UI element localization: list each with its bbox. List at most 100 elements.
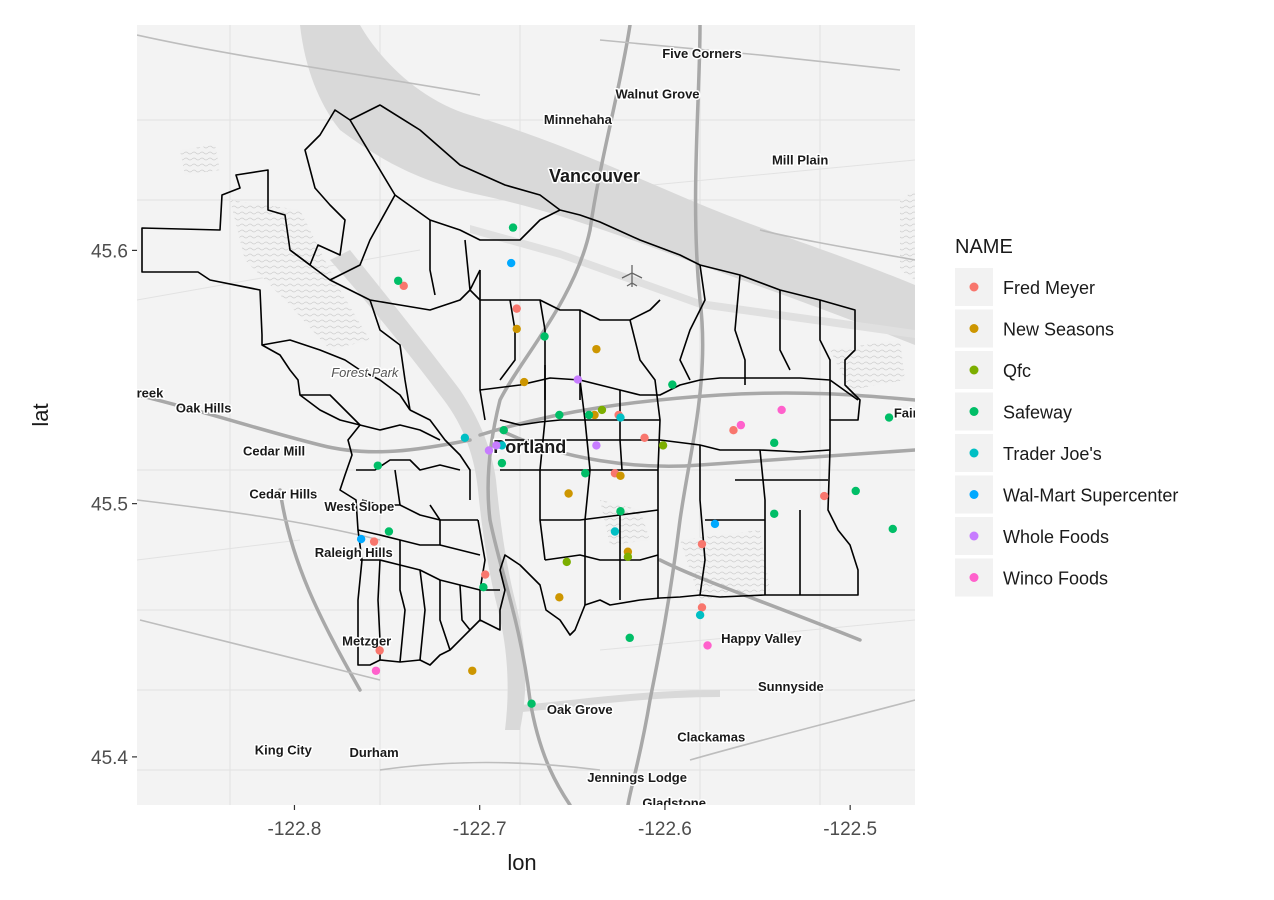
store-point xyxy=(616,471,625,480)
place-label: Metzger xyxy=(342,633,391,648)
store-point xyxy=(610,527,620,536)
store-point xyxy=(625,633,634,643)
y-tick-label: 45.4 xyxy=(91,748,128,769)
store-point xyxy=(770,509,779,518)
place-label: Minnehaha xyxy=(544,112,613,127)
store-point xyxy=(658,441,668,450)
legend-entry: New Seasons xyxy=(955,309,1114,348)
place-label: Oak Grove xyxy=(547,702,613,717)
legend-key-dot xyxy=(969,448,979,458)
store-point xyxy=(777,405,786,415)
x-tick-label: -122.5 xyxy=(823,819,877,840)
place-label: Forest Park xyxy=(331,365,400,380)
store-point xyxy=(460,433,470,442)
store-point xyxy=(562,557,571,567)
store-point xyxy=(616,507,625,516)
legend-label: New Seasons xyxy=(1003,320,1114,340)
store-point xyxy=(710,519,720,529)
store-point xyxy=(573,375,583,384)
airplane-icon xyxy=(621,265,643,287)
basemap xyxy=(137,25,915,805)
store-point xyxy=(584,410,594,420)
store-point xyxy=(592,441,601,450)
legend-entry: Safeway xyxy=(955,392,1072,431)
x-axis: -122.8 -122.7 -122.6 -122.5 xyxy=(268,805,877,840)
x-axis-title: lon xyxy=(507,850,536,875)
place-label: King City xyxy=(255,742,313,757)
neighborhood-boundaries xyxy=(141,104,861,666)
store-point xyxy=(555,593,564,602)
store-point xyxy=(497,458,507,468)
legend-entry: Qfc xyxy=(955,351,1031,389)
place-label: Mill Plain xyxy=(772,152,828,167)
store-point xyxy=(640,433,649,442)
store-point xyxy=(736,420,746,430)
store-point xyxy=(527,699,536,708)
store-point xyxy=(592,344,601,354)
legend-key-dot xyxy=(969,407,979,416)
store-point xyxy=(371,666,381,675)
store-point xyxy=(512,324,521,334)
place-label: Happy Valley xyxy=(721,631,802,646)
place-label: Cedar Mill xyxy=(243,444,305,459)
y-tick-label: 45.6 xyxy=(91,241,128,262)
place-label: Jennings Lodge xyxy=(587,770,687,785)
legend-key-dot xyxy=(969,531,979,541)
legend-label: Safeway xyxy=(1003,403,1072,423)
store-point xyxy=(597,405,607,415)
store-point xyxy=(884,413,894,422)
legend-label: Fred Meyer xyxy=(1003,278,1095,298)
store-point xyxy=(484,446,494,455)
store-point xyxy=(581,469,590,478)
store-point xyxy=(888,524,897,534)
store-point xyxy=(384,527,394,536)
legend-label: Winco Foods xyxy=(1003,569,1108,589)
y-tick-label: 45.5 xyxy=(91,495,128,516)
secondary-roads xyxy=(137,34,915,771)
legend-items: Fred Meyer New Seasons Qfc Safeway Trader Jo… xyxy=(955,268,1178,597)
place-label: West Slope xyxy=(324,499,394,514)
store-point xyxy=(519,377,529,387)
legend-entry: Wal-Mart Supercenter xyxy=(955,475,1178,514)
place-label: Gladstone xyxy=(642,796,706,811)
legend: NAME Fred Meyer New Seasons Qfc Safeway Trad… xyxy=(955,236,1178,597)
legend-label: Trader Joe's xyxy=(1003,444,1102,464)
store-point xyxy=(356,534,366,544)
store-point xyxy=(399,281,408,291)
y-axis-title: lat xyxy=(28,403,53,426)
legend-label: Qfc xyxy=(1003,361,1031,381)
place-label: Vancouver xyxy=(549,166,640,186)
place-label: Fair xyxy=(894,406,918,421)
place-label: Cedar Hills xyxy=(249,487,317,502)
store-point xyxy=(512,304,521,313)
store-point xyxy=(668,380,677,389)
legend-entry: Fred Meyer xyxy=(955,268,1095,306)
place-label: Five Corners xyxy=(662,46,741,61)
place-label: Clackamas xyxy=(677,730,745,745)
store-point xyxy=(851,486,860,496)
store-point xyxy=(555,410,564,420)
place-label: Walnut Grove xyxy=(616,86,700,101)
legend-entry: Winco Foods xyxy=(955,558,1108,597)
store-point xyxy=(506,258,516,268)
store-point xyxy=(770,438,779,448)
store-point xyxy=(616,413,625,422)
store-point xyxy=(820,491,829,501)
store-point xyxy=(393,276,403,285)
place-label: Raleigh Hills xyxy=(315,545,393,560)
store-point xyxy=(729,425,738,435)
legend-key-dot xyxy=(969,365,979,375)
place-label: Durham xyxy=(350,745,399,760)
legend-entry: Whole Foods xyxy=(955,517,1109,555)
legend-key-dot xyxy=(969,573,979,582)
store-point xyxy=(697,603,707,612)
store-point xyxy=(373,461,383,470)
legend-entry: Trader Joe's xyxy=(955,434,1102,472)
legend-key-dot xyxy=(969,282,979,292)
store-point xyxy=(369,537,379,546)
x-tick-label: -122.6 xyxy=(638,819,692,840)
store-point xyxy=(697,539,707,549)
highways xyxy=(137,25,915,805)
store-point xyxy=(564,489,573,498)
